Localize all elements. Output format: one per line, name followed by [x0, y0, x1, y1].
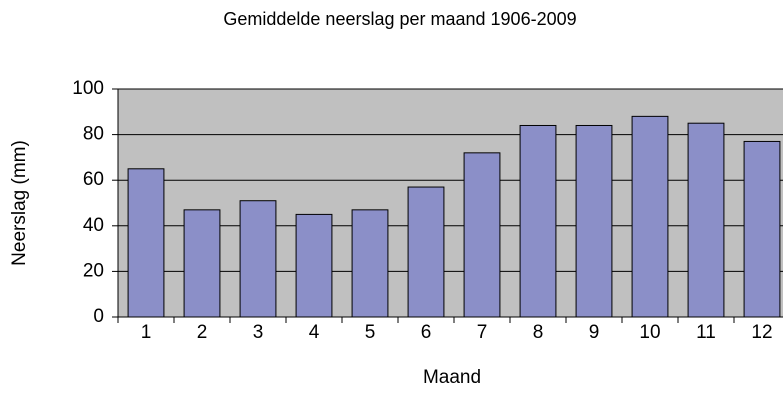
x-tick-label: 9 — [589, 322, 600, 343]
x-tick-label: 12 — [751, 322, 772, 343]
x-tick-label: 3 — [253, 322, 264, 343]
bar — [127, 168, 165, 318]
plot-area — [118, 89, 783, 317]
y-axis-title: Neerslag (mm) — [9, 140, 30, 266]
bar — [239, 200, 277, 318]
x-axis-title: Maand — [423, 367, 481, 388]
x-tick-label: 2 — [197, 322, 208, 343]
bar — [351, 209, 389, 318]
x-tick-label: 1 — [141, 322, 152, 343]
bar — [631, 115, 669, 318]
bar — [687, 122, 725, 318]
y-tick-label: 60 — [83, 169, 104, 190]
x-tick-label: 4 — [309, 322, 320, 343]
bar — [519, 124, 557, 318]
x-tick-label: 10 — [639, 322, 660, 343]
x-tick-label: 5 — [365, 322, 376, 343]
y-tick-label: 40 — [83, 215, 104, 236]
bar — [407, 186, 445, 318]
bar — [295, 213, 333, 318]
x-tick-label: 11 — [696, 322, 716, 343]
y-tick-label: 0 — [93, 306, 104, 327]
x-tick-label: 6 — [421, 322, 432, 343]
y-tick-label: 20 — [83, 260, 104, 281]
chart-title: Gemiddelde neerslag per maand 1906-2009 — [223, 9, 576, 29]
y-tick-label: 80 — [83, 124, 104, 145]
x-tick-label: 7 — [477, 322, 488, 343]
y-tick-label: 100 — [72, 78, 104, 99]
x-tick-label: 8 — [533, 322, 544, 343]
bar — [575, 124, 613, 318]
bar — [183, 209, 221, 318]
bar — [463, 152, 501, 318]
bar — [743, 140, 781, 318]
